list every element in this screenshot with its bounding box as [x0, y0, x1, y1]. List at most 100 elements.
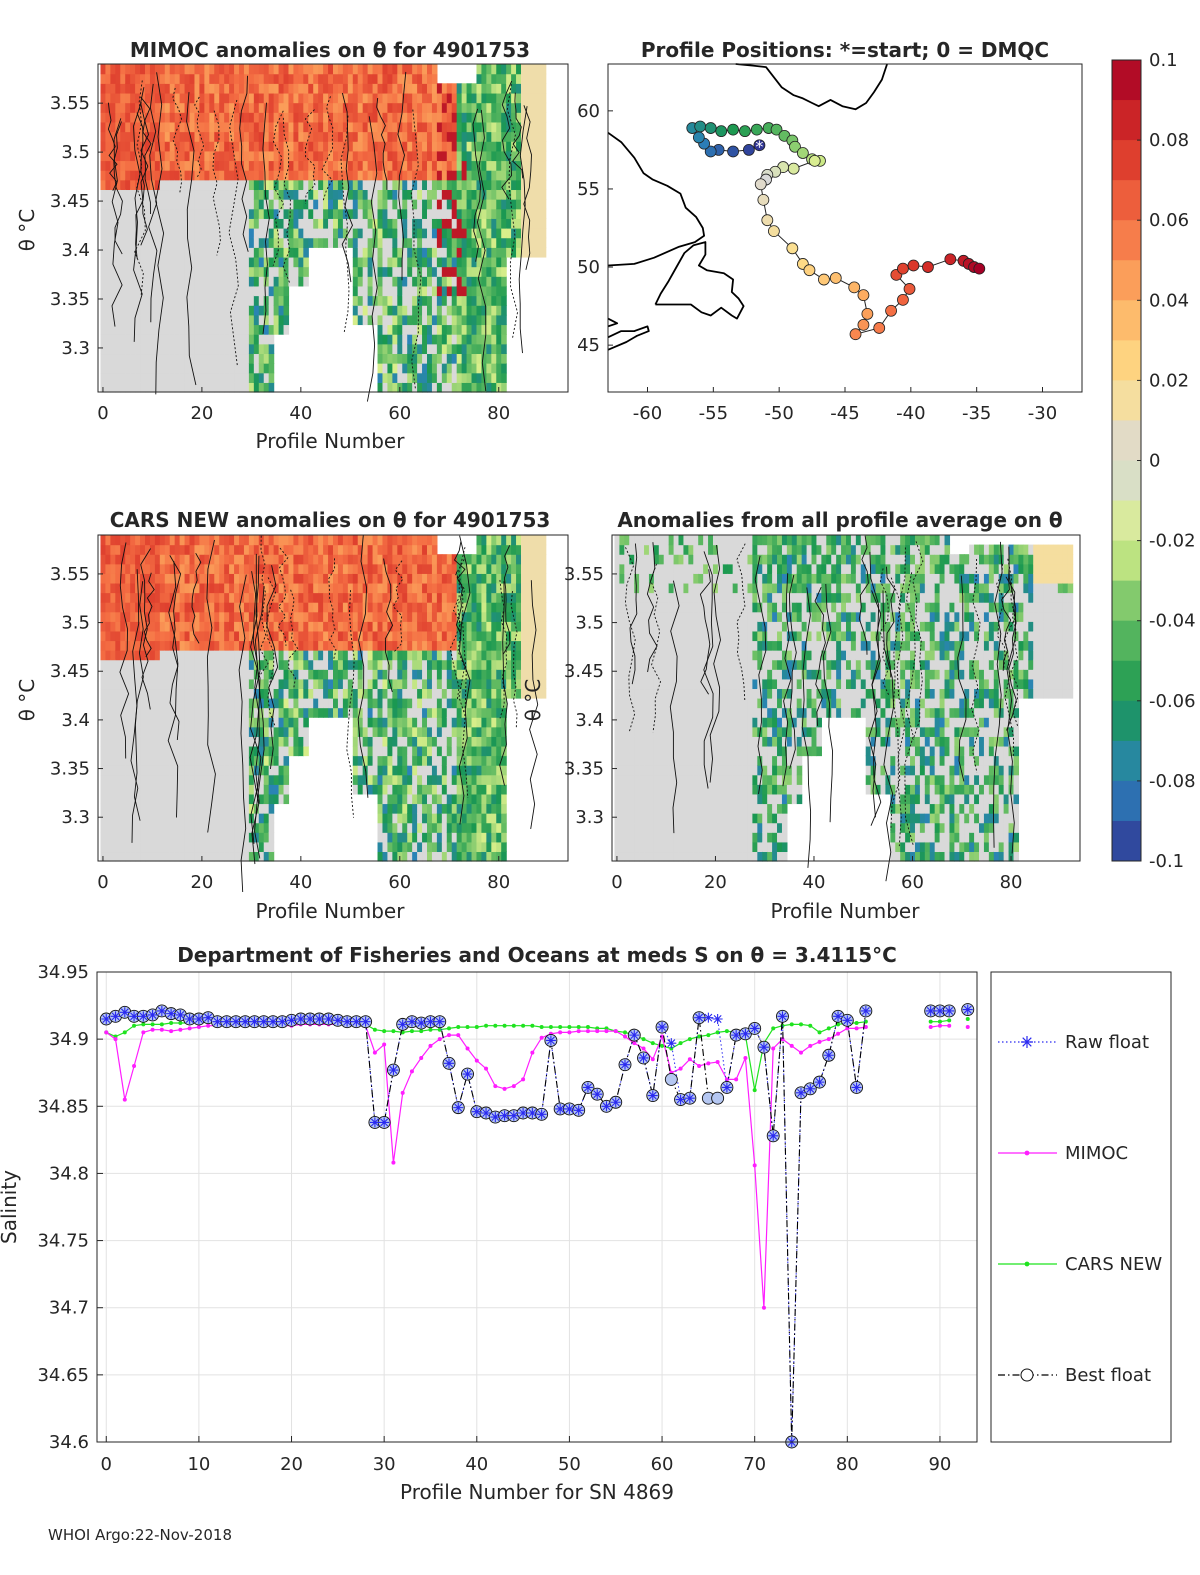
heatmap-cell: [169, 266, 176, 277]
heatmap-cell: [229, 832, 235, 843]
heatmap-cell: [100, 92, 107, 104]
heatmap-cell: [234, 64, 240, 75]
heatmap-cell: [456, 121, 463, 133]
heatmap-cell: [407, 189, 413, 200]
heatmap-cell: [298, 92, 304, 104]
heatmap-cell: [248, 121, 255, 133]
heatmap-cell: [234, 285, 240, 297]
heatmap-cell: [263, 343, 270, 355]
heatmap-cell: [288, 64, 295, 75]
heatmap-cell: [179, 832, 186, 843]
heatmap-cell: [427, 131, 433, 142]
heatmap-cell: [337, 688, 344, 699]
heatmap-cell: [224, 73, 230, 84]
heatmap-cell: [263, 726, 270, 737]
heatmap-cell: [402, 92, 408, 104]
heatmap-cell: [382, 582, 389, 594]
heatmap-cell: [273, 295, 280, 306]
heatmap-cell: [367, 765, 374, 776]
heatmap-cell: [149, 611, 156, 622]
heatmap-cell: [164, 582, 171, 594]
heatmap-cell: [417, 563, 423, 574]
heatmap-cell: [333, 228, 339, 239]
heatmap-cell: [130, 573, 136, 584]
heatmap-cell: [441, 736, 448, 747]
heatmap-cell: [219, 160, 225, 171]
heatmap-cell: [199, 83, 205, 94]
heatmap-cell: [100, 813, 107, 824]
heatmap-cell: [288, 160, 295, 171]
heatmap-cell: [219, 170, 225, 181]
heatmap-cell: [382, 314, 389, 326]
heatmap-cell: [501, 160, 507, 171]
heatmap-cell: [511, 64, 517, 75]
heatmap-cell: [100, 285, 107, 297]
heatmap-cell: [352, 554, 359, 565]
heatmap-cell: [268, 237, 275, 248]
heatmap-cell: [397, 745, 403, 757]
heatmap-cell: [140, 314, 146, 326]
heatmap-cell: [392, 343, 398, 355]
heatmap-cell: [204, 324, 210, 335]
heatmap-cell: [204, 678, 210, 690]
heatmap-cell: [407, 707, 413, 718]
heatmap-cell: [239, 793, 245, 805]
heatmap-cell: [189, 554, 196, 565]
heatmap-cell: [323, 621, 329, 632]
heatmap-cell: [466, 237, 473, 248]
heatmap-cell: [110, 314, 116, 326]
heatmap-cell: [248, 73, 255, 84]
heatmap-cell: [362, 592, 369, 603]
heatmap-cell: [120, 851, 126, 862]
heatmap-cell: [273, 650, 280, 661]
heatmap-cell: [347, 199, 354, 210]
heatmap-cell: [184, 285, 191, 297]
heatmap-cell: [313, 141, 319, 152]
heatmap-cell: [357, 717, 364, 728]
heatmap-cell: [427, 228, 433, 239]
heatmap-cell: [278, 199, 285, 210]
heatmap-cell: [234, 353, 240, 364]
heatmap-cell: [149, 755, 156, 766]
heatmap-cell: [169, 295, 176, 306]
heatmap-cell: [422, 544, 428, 555]
heatmap-cell: [308, 611, 314, 622]
heatmap-cell: [377, 372, 384, 383]
heatmap-cell: [521, 160, 527, 171]
heatmap-cell: [491, 295, 497, 306]
heatmap-cell: [436, 621, 443, 632]
heatmap-cell: [224, 131, 230, 142]
mimoc-axis-ticks: 0 20 40 60 803.33.353.43.453.53.55: [50, 93, 510, 424]
heatmap-cell: [125, 813, 131, 824]
heatmap-cell: [224, 707, 230, 718]
heatmap-cell: [402, 295, 408, 306]
heatmap-cell: [288, 602, 295, 613]
heatmap-cell: [224, 353, 230, 364]
heatmap-cell: [145, 121, 151, 133]
heatmap-cell: [263, 121, 270, 133]
heatmap-cell: [219, 102, 225, 113]
heatmap-cell: [130, 822, 136, 833]
heatmap-cell: [214, 218, 220, 229]
heatmap-cell: [229, 141, 235, 152]
heatmap-cell: [125, 669, 131, 680]
heatmap-cell: [130, 832, 136, 843]
heatmap-cell: [431, 793, 438, 805]
heatmap-cell: [219, 726, 225, 737]
heatmap-cell: [417, 160, 423, 171]
heatmap-cell: [263, 592, 270, 603]
heatmap-cell: [149, 131, 156, 142]
heatmap-cell: [392, 793, 398, 805]
heatmap-cell: [194, 813, 201, 824]
heatmap-cell: [377, 343, 384, 355]
heatmap-cell: [412, 832, 418, 843]
heatmap-cell: [159, 688, 166, 699]
heatmap-cell: [174, 256, 181, 268]
heatmap-cell: [466, 160, 473, 171]
heatmap-cell: [422, 121, 428, 133]
heatmap-cell: [239, 237, 245, 248]
heatmap-cell: [243, 774, 250, 785]
heatmap-cell: [337, 83, 344, 94]
heatmap-cell: [234, 554, 240, 565]
heatmap-cell: [125, 141, 131, 152]
